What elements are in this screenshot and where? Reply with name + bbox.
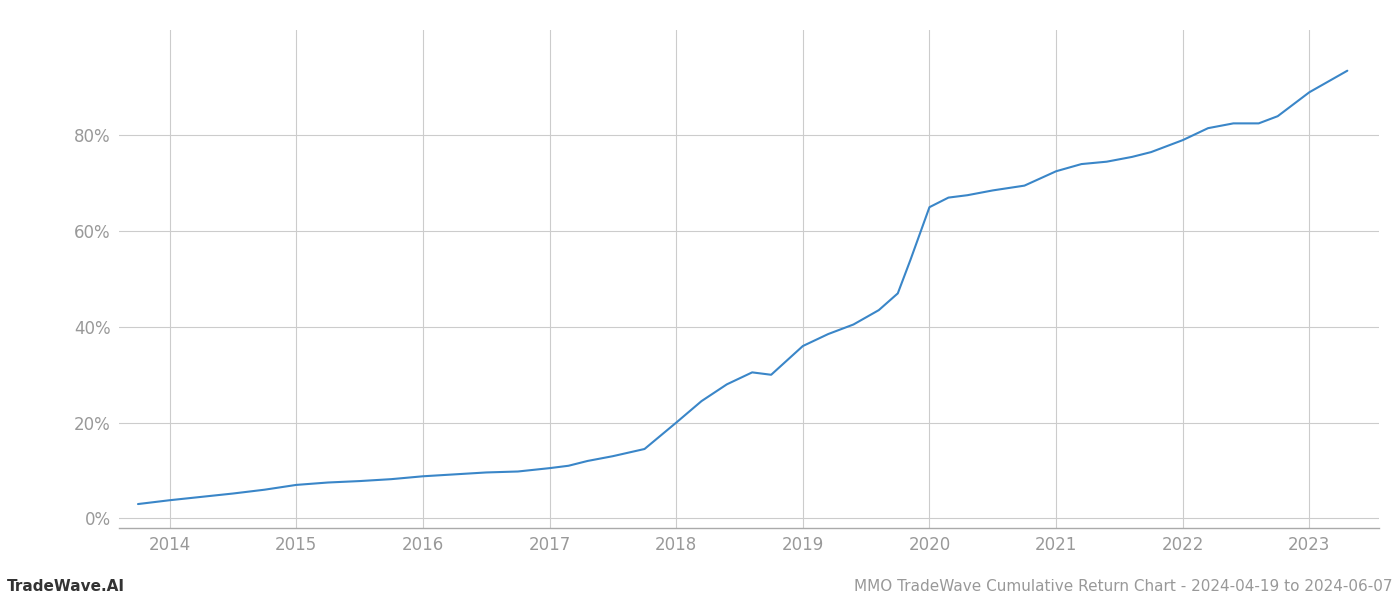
Text: MMO TradeWave Cumulative Return Chart - 2024-04-19 to 2024-06-07: MMO TradeWave Cumulative Return Chart - …	[854, 579, 1393, 594]
Text: TradeWave.AI: TradeWave.AI	[7, 579, 125, 594]
